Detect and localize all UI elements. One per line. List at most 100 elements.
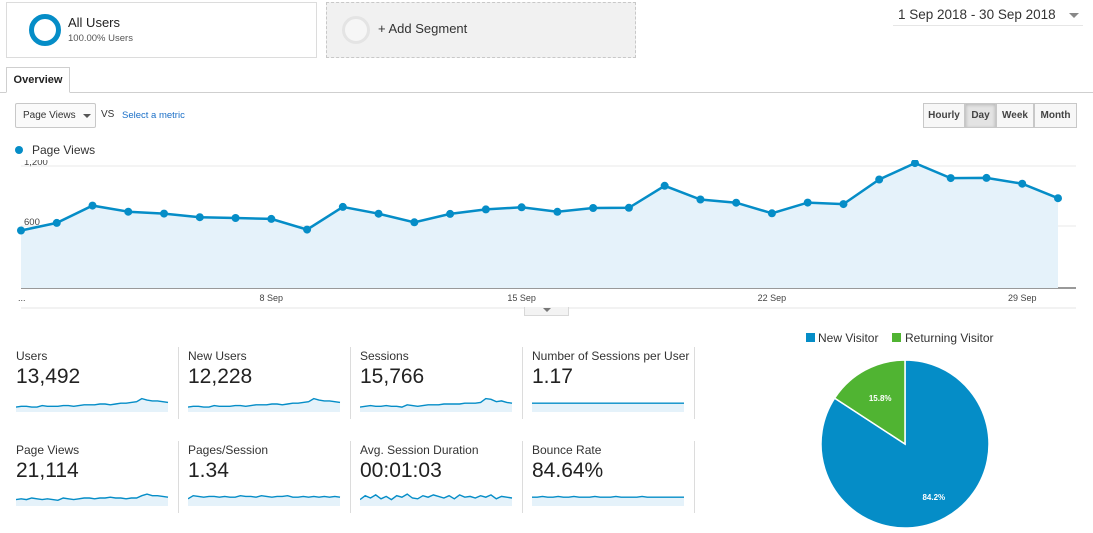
chart-data-point[interactable] — [267, 214, 276, 223]
date-range-text: 1 Sep 2018 - 30 Sep 2018 — [898, 7, 1056, 22]
tile-divider — [694, 441, 695, 513]
segment-all-users[interactable]: All Users 100.00% Users — [6, 2, 317, 58]
chart-data-point[interactable] — [374, 209, 383, 218]
sparkline-fill — [16, 494, 168, 506]
x-tick-label: 15 Sep — [507, 293, 536, 303]
legend-returning-visitor-swatch — [892, 333, 901, 342]
tile-divider — [694, 347, 695, 419]
segment-ring-icon — [29, 14, 61, 46]
chart-data-point[interactable] — [481, 205, 490, 214]
tile-divider — [350, 347, 351, 419]
metric-tile[interactable]: Sessions 15,766 — [360, 349, 526, 427]
chart-data-point[interactable] — [767, 209, 776, 218]
chart-data-point[interactable] — [303, 225, 312, 234]
metric-tile[interactable]: Bounce Rate 84.64% — [532, 443, 698, 521]
chart-data-point[interactable] — [982, 173, 991, 182]
metric-tile[interactable]: Page Views 21,114 — [16, 443, 182, 521]
sparkline-line — [532, 495, 684, 498]
chart-data-point[interactable] — [1054, 194, 1062, 203]
chart-data-point[interactable] — [839, 200, 848, 209]
chart-data-point[interactable] — [946, 174, 955, 183]
metric-value: 13,492 — [16, 365, 81, 388]
chart-data-point[interactable] — [732, 198, 741, 207]
metric-tile[interactable]: Avg. Session Duration 00:01:03 — [360, 443, 526, 521]
sparkline-fill — [360, 494, 512, 506]
sparkline-fill — [188, 495, 340, 506]
y-tick-label: 600 — [24, 217, 40, 228]
legend-new-visitor-swatch — [806, 333, 815, 342]
granularity-hourly-button[interactable]: Hourly — [923, 103, 965, 128]
tile-divider — [178, 441, 179, 513]
add-segment-ring-icon — [342, 16, 370, 44]
metric-tile[interactable]: Users 13,492 — [16, 349, 182, 427]
x-tick-label: 22 Sep — [758, 293, 787, 303]
chart-data-point[interactable] — [517, 203, 526, 212]
x-tick-label: ... — [18, 293, 26, 303]
metric-label: Users — [16, 349, 48, 363]
metric-value: 1.34 — [188, 459, 229, 482]
chart-data-point[interactable] — [88, 201, 97, 210]
chart-data-point[interactable] — [446, 209, 455, 218]
metric-tile[interactable]: Number of Sessions per User 1.17 — [532, 349, 698, 427]
x-tick-label: 29 Sep — [1008, 293, 1037, 303]
metric-label: Sessions — [360, 349, 409, 363]
chart-data-point[interactable] — [589, 204, 598, 212]
tab-overview[interactable]: Overview — [6, 67, 70, 93]
chart-data-point[interactable] — [875, 175, 884, 184]
metric-label: Avg. Session Duration — [360, 443, 479, 457]
sparkline-fill — [532, 496, 684, 506]
metric-tile[interactable]: Pages/Session 1.34 — [188, 443, 354, 521]
metric-dropdown[interactable]: Page Views — [15, 103, 96, 128]
chart-data-point[interactable] — [52, 218, 61, 227]
sparkline-line — [188, 494, 341, 500]
add-segment-button[interactable]: + Add Segment — [326, 2, 636, 58]
granularity-day-button[interactable]: Day — [965, 103, 996, 128]
granularity-week-button[interactable]: Week — [996, 103, 1034, 128]
chart-data-point[interactable] — [338, 202, 347, 211]
sparkline-line — [360, 493, 513, 501]
metric-label: Page Views — [16, 443, 80, 457]
chart-data-point[interactable] — [231, 214, 240, 222]
date-range-picker[interactable]: 1 Sep 2018 - 30 Sep 2018 — [893, 4, 1083, 26]
visitor-type-pie-chart: 84.2% 15.8% — [820, 359, 990, 529]
chart-data-point[interactable] — [910, 160, 919, 168]
chart-data-point[interactable] — [1018, 179, 1027, 188]
chart-data-point[interactable] — [624, 203, 633, 212]
chart-data-point[interactable] — [410, 218, 419, 227]
metric-sparkline — [188, 397, 341, 412]
page-views-chart: 1,200 600 ... 8 Sep 15 Sep 22 Sep 29 Sep — [17, 160, 1076, 309]
vs-label: VS — [101, 109, 115, 120]
select-metric-link[interactable]: Select a metric — [122, 110, 185, 121]
add-segment-label: + Add Segment — [378, 21, 468, 36]
pie-slice-returning-visitor[interactable] — [833, 359, 906, 446]
metric-sparkline — [188, 494, 341, 506]
metric-value: 15,766 — [360, 365, 425, 388]
chart-data-point[interactable] — [195, 213, 204, 222]
chart-data-point[interactable] — [803, 198, 812, 207]
chart-data-point[interactable] — [696, 195, 705, 204]
sparkline-fill — [532, 403, 684, 412]
chart-data-point[interactable] — [160, 209, 169, 218]
metric-label: Pages/Session — [188, 443, 269, 457]
chart-area-fill — [21, 163, 1058, 288]
pie-slice-label: 15.8% — [869, 394, 892, 403]
chart-data-point[interactable] — [660, 181, 669, 190]
metric-sparkline — [532, 402, 684, 412]
tile-divider — [178, 347, 179, 419]
chart-data-point[interactable] — [553, 207, 562, 216]
metric-sparkline — [360, 397, 513, 412]
tab-divider — [0, 92, 1093, 93]
chart-collapse-toggle[interactable] — [524, 307, 569, 316]
metric-value: 21,114 — [16, 459, 79, 482]
chart-series-line — [20, 161, 1059, 232]
legend-returning-visitor-label: Returning Visitor — [905, 331, 994, 345]
metric-sparkline — [532, 495, 684, 506]
chart-data-point[interactable] — [17, 226, 25, 235]
metric-tile[interactable]: New Users 12,228 — [188, 349, 354, 427]
metric-sparkline — [16, 493, 169, 506]
metric-sparkline — [16, 397, 169, 412]
chevron-down-icon — [1069, 13, 1079, 18]
chart-data-point[interactable] — [124, 207, 133, 216]
granularity-month-button[interactable]: Month — [1034, 103, 1077, 128]
metric-label: New Users — [188, 349, 247, 363]
